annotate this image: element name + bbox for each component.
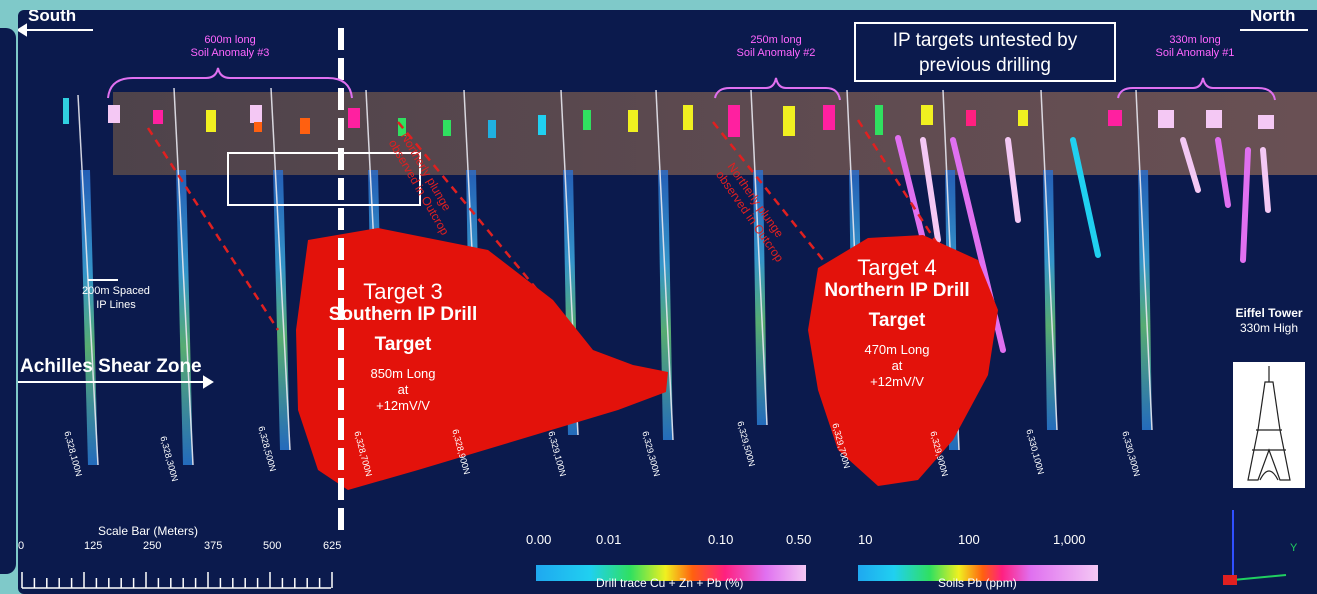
soil-legend-title: Soils Pb (ppm): [938, 576, 1017, 590]
soil-anomaly-2-length: 250m long: [726, 34, 826, 47]
scale-bar-title: Scale Bar (Meters): [98, 524, 198, 538]
ip-spacing-line2: IP Lines: [76, 298, 156, 312]
drill-legend-title: Drill trace Cu + Zn + Pb (%): [596, 576, 743, 590]
soil-anomaly-1-name: Soil Anomaly #1: [1140, 47, 1250, 60]
soil-anomaly-3-label: 600m long Soil Anomaly #3: [180, 34, 280, 60]
scale-tick-label: 375: [204, 540, 222, 552]
target-3-sub2: Target: [328, 334, 478, 356]
section-graphic: [18, 10, 1317, 594]
scale-tick-label: 0: [18, 540, 24, 552]
target-3-title: Target 3: [328, 280, 478, 304]
target-3-length: 850m Long: [328, 366, 478, 382]
target-4-title: Target 4: [812, 256, 982, 280]
soil-anomaly-1-length: 330m long: [1140, 34, 1250, 47]
target-4-at: at: [812, 358, 982, 374]
north-label: North: [1250, 10, 1295, 26]
untested-targets-box: IP targets untested by previous drilling: [854, 22, 1116, 82]
untested-line-2: previous drilling: [856, 53, 1114, 78]
target-4-sub2: Target: [812, 310, 982, 332]
target-4-length: 470m Long: [812, 342, 982, 358]
scale-tick-label: 125: [84, 540, 102, 552]
south-arrow-head: [18, 25, 26, 35]
soil-legend-tick: 100: [958, 532, 980, 547]
scale-tick-label: 625: [323, 540, 341, 552]
shear-zone-label: Achilles Shear Zone: [20, 356, 202, 378]
scale-bar: [22, 572, 332, 588]
soil-legend-tick: 1,000: [1053, 532, 1086, 547]
scale-tick-label: 500: [263, 540, 281, 552]
eiffel-height: 330m High: [1226, 321, 1312, 336]
soil-anomaly-3-name: Soil Anomaly #3: [180, 47, 280, 60]
eiffel-name: Eiffel Tower: [1226, 306, 1312, 321]
target-4-label: Target 4 Northern IP Drill Target 470m L…: [812, 256, 982, 390]
untested-line-1: IP targets untested by: [856, 28, 1114, 53]
axis-y-label: Y: [1290, 542, 1297, 554]
axis-triad: [1223, 510, 1286, 585]
soil-anomaly-2-label: 250m long Soil Anomaly #2: [726, 34, 826, 60]
drill-legend-tick: 0.10: [708, 532, 733, 547]
soil-anomaly-2-name: Soil Anomaly #2: [726, 47, 826, 60]
drill-legend-tick: 0.00: [526, 532, 551, 547]
eiffel-label: Eiffel Tower 330m High: [1226, 306, 1312, 336]
target-3-chargeability: +12mV/V: [328, 398, 478, 414]
soil-anomaly-3-length: 600m long: [180, 34, 280, 47]
target-4-sub1: Northern IP Drill: [812, 280, 982, 302]
south-label: South: [28, 10, 76, 26]
target-4-chargeability: +12mV/V: [812, 374, 982, 390]
target-3-label: Target 3 Southern IP Drill Target 850m L…: [328, 280, 478, 414]
drill-legend-tick: 0.50: [786, 532, 811, 547]
ip-spacing-line1: 200m Spaced: [76, 284, 156, 298]
target-3-at: at: [328, 382, 478, 398]
section-view: South North 600m long Soil Anomaly #3 25…: [18, 10, 1317, 594]
soil-anomaly-1-label: 330m long Soil Anomaly #1: [1140, 34, 1250, 60]
soil-legend-tick: 10: [858, 532, 872, 547]
scale-tick-label: 250: [143, 540, 161, 552]
ip-spacing-label: 200m Spaced IP Lines: [76, 284, 156, 312]
left-edge-strip: [0, 28, 16, 574]
drill-legend-tick: 0.01: [596, 532, 621, 547]
target-3-sub1: Southern IP Drill: [328, 304, 478, 326]
